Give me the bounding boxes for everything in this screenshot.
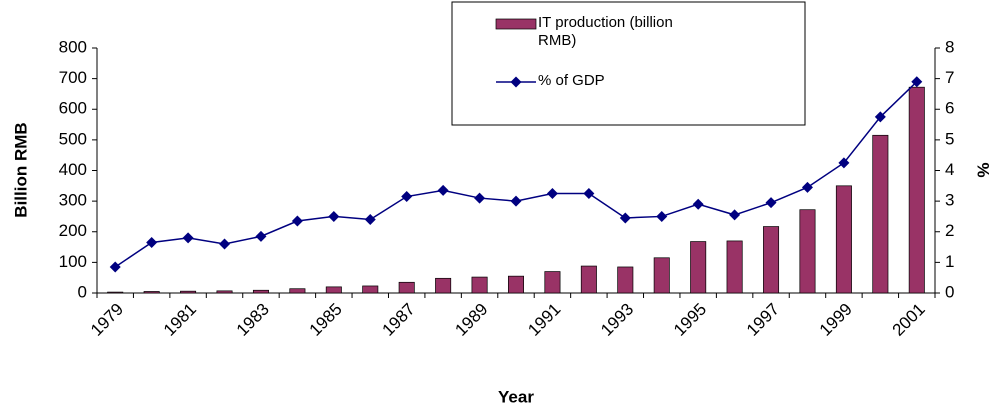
legend-entry: IT production (billion RMB) [538, 14, 673, 49]
bar [180, 290, 197, 294]
x-tick-label: 1989 [451, 300, 491, 340]
x-tick-label: 1985 [306, 300, 346, 340]
x-tick-label: 1993 [597, 300, 637, 340]
line-marker [874, 111, 886, 123]
x-tick-label: 1979 [87, 300, 127, 340]
x-axis-label: Year [498, 387, 534, 406]
x-tick-label: 1987 [379, 300, 419, 340]
line-marker [437, 184, 449, 196]
x-tick-label: 1981 [160, 300, 200, 340]
legend: IT production (billion RMB) % of GDP [451, 1, 806, 126]
bar [216, 290, 233, 294]
bar [908, 86, 925, 294]
line-marker [291, 215, 303, 227]
bar [471, 276, 488, 294]
line-marker [401, 191, 413, 203]
line-marker [109, 261, 121, 273]
x-tick-label: 1991 [524, 300, 564, 340]
x-tick-label: 1995 [670, 300, 710, 340]
line-marker [692, 198, 704, 210]
y2-tick-label: 5 [945, 129, 954, 148]
line-marker [474, 192, 486, 204]
x-tick-label: 1983 [233, 300, 273, 340]
bar [690, 241, 707, 294]
bar [398, 281, 415, 294]
y2-tick-label: 2 [945, 221, 954, 240]
line-marker [510, 195, 522, 207]
bar [143, 291, 160, 294]
y2-tick-label: 3 [945, 191, 954, 210]
bar [507, 275, 525, 294]
line-marker [765, 197, 777, 209]
bar [872, 134, 889, 294]
legend-label: IT production (billion RMB) [538, 14, 673, 49]
bar [544, 271, 561, 294]
x-tick-label: 2001 [889, 300, 929, 340]
bar [726, 240, 743, 294]
y-tick-label: 0 [78, 282, 87, 301]
bar [580, 265, 597, 294]
y-tick-label: 500 [59, 129, 87, 148]
y2-tick-label: 1 [945, 252, 954, 271]
y-tick-label: 600 [59, 99, 87, 118]
y2-tick-label: 0 [945, 282, 954, 301]
y2-axis-label: % [974, 162, 993, 177]
bar [763, 226, 780, 294]
y2-tick-label: 6 [945, 99, 954, 118]
y-tick-label: 100 [59, 252, 87, 271]
bar [835, 185, 852, 294]
bar [617, 266, 634, 294]
y-axis-label: Billion RMB [11, 122, 30, 217]
line-marker [182, 232, 194, 244]
y2-tick-label: 7 [945, 68, 954, 87]
line-marker [801, 181, 813, 193]
x-tick-label: 1997 [743, 300, 783, 340]
bar [799, 209, 816, 294]
y-tick-label: 200 [59, 221, 87, 240]
line-marker [219, 238, 231, 250]
line-marker [729, 209, 741, 221]
line-marker [364, 214, 376, 225]
line-marker [619, 212, 631, 224]
legend-label: % of GDP [538, 72, 605, 89]
y-tick-label: 700 [59, 68, 87, 87]
bar [289, 288, 306, 294]
bar [325, 286, 342, 294]
bar [435, 277, 452, 294]
bar [252, 289, 269, 294]
line-marker [838, 157, 850, 169]
line-marker [255, 230, 267, 242]
bar [362, 285, 379, 294]
line-marker [656, 210, 668, 222]
bar [653, 257, 670, 294]
line-marker [911, 76, 923, 88]
y2-tick-label: 8 [945, 37, 954, 56]
legend-marker [510, 76, 522, 88]
line-marker [146, 236, 158, 248]
line-marker [546, 187, 558, 199]
y-tick-label: 400 [59, 160, 87, 179]
y2-tick-label: 4 [945, 160, 954, 179]
line-marker [328, 210, 340, 222]
y-tick-label: 300 [59, 191, 87, 210]
y-tick-label: 800 [59, 37, 87, 56]
x-tick-label: 1999 [816, 300, 856, 340]
legend-entry: % of GDP [538, 72, 605, 89]
legend-swatch [495, 18, 537, 30]
bar [107, 291, 124, 294]
line-marker [583, 187, 595, 199]
